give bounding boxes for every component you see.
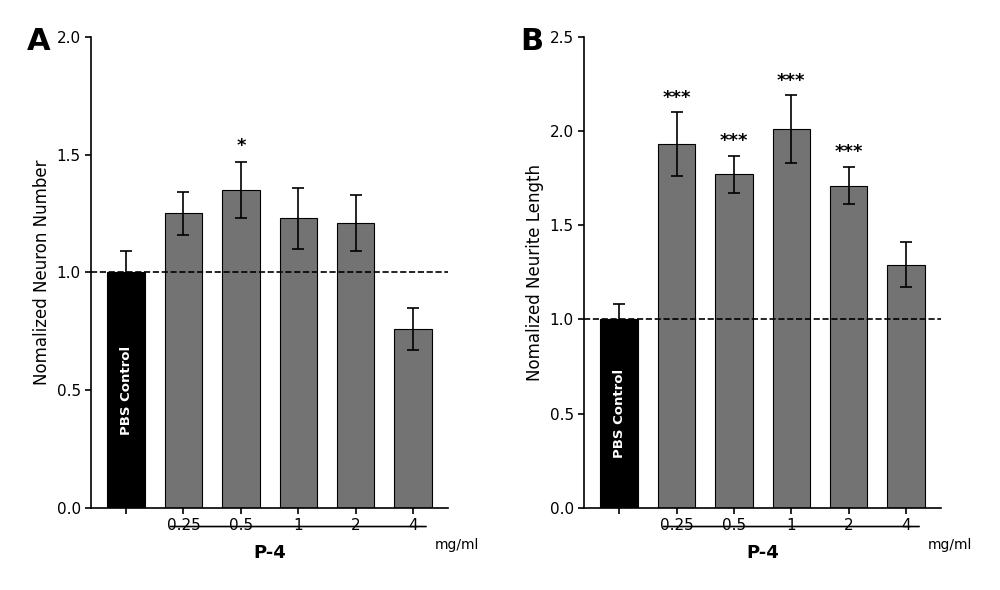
Bar — [600, 319, 638, 507]
Bar — [222, 190, 260, 507]
Text: A: A — [27, 28, 51, 57]
Bar — [773, 129, 810, 507]
Text: PBS Control: PBS Control — [120, 345, 133, 435]
Bar — [887, 265, 925, 507]
Bar — [658, 144, 695, 507]
Text: B: B — [520, 28, 543, 57]
Bar — [830, 186, 867, 507]
X-axis label: P-4: P-4 — [253, 544, 286, 562]
Bar — [107, 272, 145, 507]
Bar — [165, 214, 202, 507]
Text: ***: *** — [834, 143, 863, 161]
Bar — [337, 223, 374, 507]
Text: ***: *** — [662, 88, 691, 107]
Text: PBS Control: PBS Control — [613, 369, 626, 458]
Bar — [715, 175, 753, 507]
Text: ***: *** — [720, 132, 748, 150]
Text: mg/ml: mg/ml — [435, 538, 479, 552]
Bar — [394, 329, 432, 507]
X-axis label: P-4: P-4 — [746, 544, 779, 562]
Text: mg/ml: mg/ml — [928, 538, 972, 552]
Bar — [280, 218, 317, 507]
Text: ***: *** — [777, 71, 806, 90]
Text: *: * — [236, 136, 246, 155]
Y-axis label: Nomalized Neuron Number: Nomalized Neuron Number — [33, 159, 51, 385]
Y-axis label: Nomalized Neurite Length: Nomalized Neurite Length — [526, 164, 544, 381]
